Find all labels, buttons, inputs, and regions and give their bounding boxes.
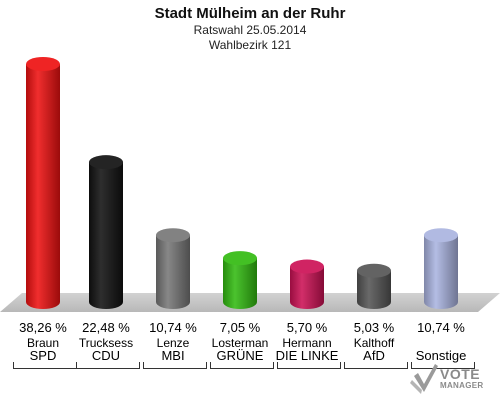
bar-top-mbi: [156, 228, 190, 243]
category-label: Sonstige: [415, 348, 467, 363]
value-label: 22,48 %: [82, 320, 130, 335]
candidate-label: Hermann: [282, 336, 332, 350]
category-bracket: [344, 362, 408, 369]
value-label: 38,26 %: [19, 320, 67, 335]
bar-top-afd: [357, 263, 391, 278]
value-label: 5,03 %: [353, 320, 395, 335]
logo-text: VOTE: [440, 366, 481, 382]
bar-top-die-linke: [290, 259, 324, 274]
category-bracket: [411, 362, 475, 369]
category-label: GRÜNE: [216, 348, 264, 363]
bar-sonstige: [424, 235, 458, 309]
bar-spd: [26, 64, 60, 309]
chart-subtitle-election: Ratswahl 25.05.2014: [193, 23, 307, 37]
category-label: DIE LINKE: [275, 348, 339, 363]
category-label: MBI: [161, 348, 185, 363]
category-label: AfD: [363, 348, 385, 363]
category-bracket: [13, 362, 77, 369]
value-label: 10,74 %: [417, 320, 465, 335]
bar-grüne: [223, 258, 257, 309]
category-bracket: [143, 362, 207, 369]
vote-manager-logo: VOTE MANAGER: [410, 362, 494, 396]
category-label: CDU: [91, 348, 121, 363]
candidate-label: Losterman: [211, 336, 269, 350]
bar-top-spd: [26, 57, 60, 71]
chart-header: Stadt Mülheim an der Ruhr Ratswahl 25.05…: [0, 0, 500, 53]
bar-cdu: [89, 162, 123, 309]
bar-die-linke: [290, 266, 324, 309]
category-bracket: [210, 362, 274, 369]
value-label: 5,70 %: [286, 320, 328, 335]
bar-top-cdu: [89, 155, 123, 170]
logo-subtext: MANAGER: [440, 381, 484, 390]
category-bracket: [277, 362, 341, 369]
bar-top-sonstige: [424, 228, 458, 243]
candidate-label: Kalthoff: [353, 336, 395, 350]
chart-subtitle-district: Wahlbezirk 121: [208, 38, 292, 52]
candidate-label: Trucksess: [78, 336, 134, 350]
bar-top-grüne: [223, 251, 257, 266]
candidate-label: Braun: [26, 336, 60, 350]
bar-mbi: [156, 235, 190, 309]
value-label: 10,74 %: [149, 320, 197, 335]
candidate-label: Lenze: [156, 336, 190, 350]
value-label: 7,05 %: [219, 320, 261, 335]
ballot-check-icon: [410, 364, 438, 394]
category-bracket: [76, 362, 140, 369]
chart-title: Stadt Mülheim an der Ruhr: [154, 5, 346, 22]
bar-afd: [357, 270, 391, 309]
bars-group: [26, 57, 458, 309]
category-label: SPD: [29, 348, 57, 363]
